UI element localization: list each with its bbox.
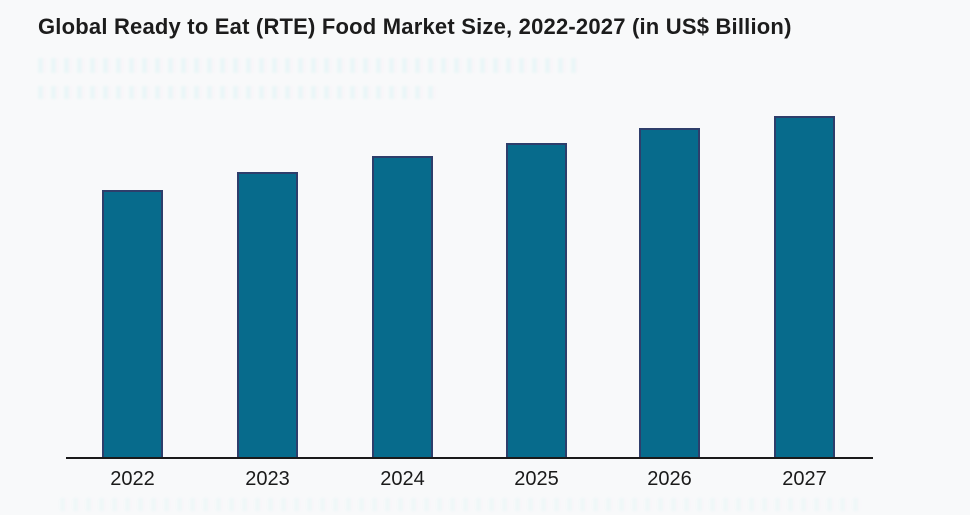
bar-2023 bbox=[237, 172, 298, 458]
x-tick-label-2022: 2022 bbox=[110, 468, 155, 490]
x-tick-label-2023: 2023 bbox=[245, 468, 290, 490]
bar-2026 bbox=[639, 128, 700, 458]
x-tick-label-2026: 2026 bbox=[647, 468, 692, 490]
bar-2025 bbox=[506, 143, 567, 458]
bar-2022 bbox=[102, 190, 163, 458]
x-tick-label-2024: 2024 bbox=[380, 468, 425, 490]
ghost-text-artifact bbox=[38, 58, 578, 73]
x-axis-line bbox=[66, 457, 873, 459]
x-tick-label-2027: 2027 bbox=[782, 468, 827, 490]
x-tick-label-2025: 2025 bbox=[514, 468, 559, 490]
bar-2027 bbox=[774, 116, 835, 458]
chart-title: Global Ready to Eat (RTE) Food Market Si… bbox=[38, 14, 792, 39]
ghost-text-artifact bbox=[60, 498, 860, 511]
ghost-text-artifact bbox=[38, 86, 438, 99]
bar-2024 bbox=[372, 156, 433, 458]
